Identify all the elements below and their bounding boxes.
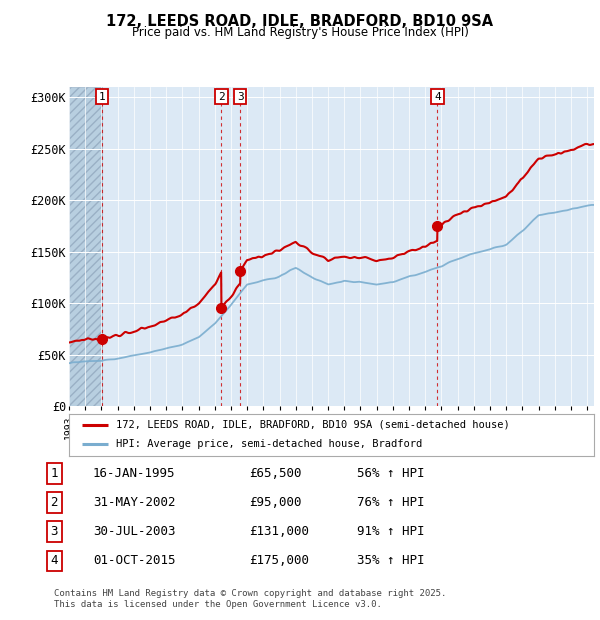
Text: 172, LEEDS ROAD, IDLE, BRADFORD, BD10 9SA: 172, LEEDS ROAD, IDLE, BRADFORD, BD10 9S… [106, 14, 494, 29]
Text: Price paid vs. HM Land Registry's House Price Index (HPI): Price paid vs. HM Land Registry's House … [131, 26, 469, 39]
Text: HPI: Average price, semi-detached house, Bradford: HPI: Average price, semi-detached house,… [116, 440, 422, 450]
Text: 3: 3 [237, 92, 244, 102]
Text: 30-JUL-2003: 30-JUL-2003 [93, 525, 176, 538]
Text: 2: 2 [218, 92, 225, 102]
Text: Contains HM Land Registry data © Crown copyright and database right 2025.
This d: Contains HM Land Registry data © Crown c… [54, 590, 446, 609]
Text: 3: 3 [50, 525, 58, 538]
Text: 31-MAY-2002: 31-MAY-2002 [93, 496, 176, 509]
Text: 35% ↑ HPI: 35% ↑ HPI [357, 554, 425, 567]
Text: £131,000: £131,000 [249, 525, 309, 538]
Text: £175,000: £175,000 [249, 554, 309, 567]
Bar [69, 87, 102, 406]
Text: 01-OCT-2015: 01-OCT-2015 [93, 554, 176, 567]
Text: £65,500: £65,500 [249, 467, 302, 480]
Text: 2: 2 [50, 496, 58, 509]
Text: 16-JAN-1995: 16-JAN-1995 [93, 467, 176, 480]
Text: 56% ↑ HPI: 56% ↑ HPI [357, 467, 425, 480]
Text: 172, LEEDS ROAD, IDLE, BRADFORD, BD10 9SA (semi-detached house): 172, LEEDS ROAD, IDLE, BRADFORD, BD10 9S… [116, 420, 510, 430]
Text: 1: 1 [98, 92, 106, 102]
Text: 4: 4 [434, 92, 441, 102]
Text: 1: 1 [50, 467, 58, 480]
Text: 76% ↑ HPI: 76% ↑ HPI [357, 496, 425, 509]
Text: 4: 4 [50, 554, 58, 567]
Text: 91% ↑ HPI: 91% ↑ HPI [357, 525, 425, 538]
Text: £95,000: £95,000 [249, 496, 302, 509]
